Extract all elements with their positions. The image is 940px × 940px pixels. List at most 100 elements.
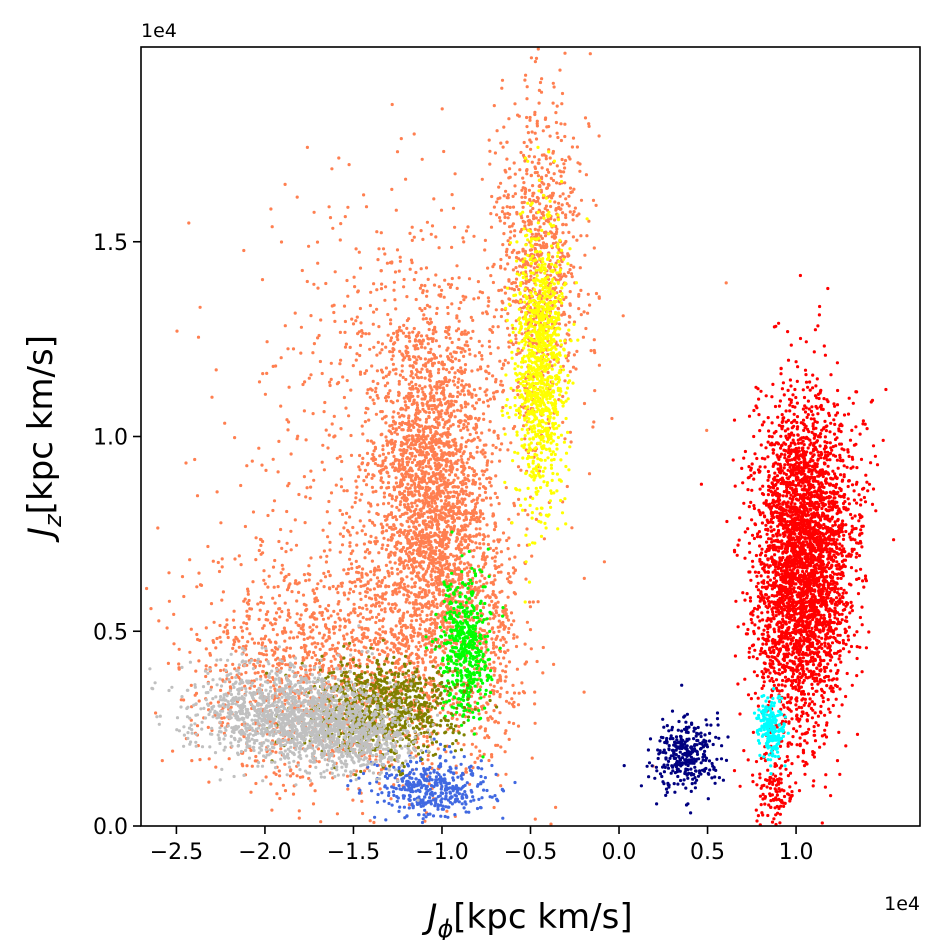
data-point bbox=[461, 489, 466, 493]
data-point bbox=[304, 495, 308, 499]
data-point bbox=[421, 520, 425, 524]
data-point bbox=[456, 390, 460, 394]
data-point bbox=[419, 340, 423, 344]
data-point bbox=[451, 494, 455, 499]
data-point bbox=[380, 546, 384, 551]
data-point bbox=[435, 380, 439, 384]
data-point bbox=[448, 625, 453, 629]
data-point bbox=[435, 605, 439, 610]
data-point bbox=[560, 313, 564, 317]
data-point bbox=[521, 219, 525, 223]
data-point bbox=[370, 642, 374, 647]
data-point bbox=[477, 397, 482, 402]
data-point bbox=[310, 614, 314, 618]
data-point bbox=[397, 508, 401, 512]
data-point bbox=[288, 654, 292, 658]
data-point bbox=[490, 330, 495, 334]
data-point bbox=[426, 758, 430, 762]
data-point bbox=[465, 571, 470, 575]
data-point bbox=[471, 318, 475, 322]
data-point bbox=[392, 527, 396, 531]
data-point bbox=[410, 460, 414, 465]
data-point bbox=[337, 663, 341, 668]
data-point bbox=[411, 551, 415, 556]
data-point bbox=[347, 567, 351, 571]
data-point bbox=[498, 448, 502, 452]
data-point bbox=[425, 368, 429, 372]
data-point bbox=[427, 601, 431, 605]
data-point bbox=[486, 364, 490, 368]
data-point bbox=[395, 518, 399, 522]
data-point bbox=[421, 466, 425, 470]
data-point bbox=[277, 769, 281, 773]
data-point bbox=[308, 664, 312, 668]
data-point bbox=[204, 664, 208, 668]
data-point bbox=[455, 701, 459, 705]
data-point bbox=[295, 582, 299, 586]
data-point bbox=[271, 653, 275, 657]
data-point bbox=[244, 671, 248, 675]
data-point bbox=[462, 370, 467, 374]
data-point bbox=[251, 580, 255, 584]
data-point bbox=[533, 171, 537, 175]
data-point bbox=[501, 206, 505, 210]
data-point bbox=[526, 215, 530, 219]
data-point bbox=[274, 750, 278, 754]
data-point bbox=[554, 120, 559, 125]
data-point bbox=[563, 181, 567, 185]
data-point bbox=[467, 479, 471, 483]
data-point bbox=[427, 589, 431, 593]
data-point bbox=[464, 512, 468, 516]
data-point bbox=[412, 709, 416, 713]
data-point bbox=[429, 531, 433, 535]
data-point bbox=[408, 601, 412, 605]
data-point bbox=[383, 610, 387, 614]
data-point bbox=[154, 711, 158, 715]
data-point bbox=[529, 209, 533, 213]
data-point bbox=[456, 380, 460, 384]
data-point bbox=[415, 401, 419, 405]
data-point bbox=[513, 102, 517, 106]
data-point bbox=[398, 349, 402, 353]
data-point bbox=[462, 567, 466, 571]
data-point bbox=[575, 145, 580, 149]
data-point bbox=[304, 608, 308, 613]
data-point bbox=[363, 420, 367, 424]
data-point bbox=[417, 564, 422, 568]
data-point bbox=[259, 543, 263, 548]
data-point bbox=[488, 480, 492, 484]
data-point bbox=[462, 393, 466, 397]
data-point bbox=[220, 557, 224, 561]
data-point bbox=[445, 559, 449, 563]
data-point bbox=[288, 615, 292, 619]
data-point bbox=[376, 648, 380, 652]
data-point bbox=[420, 308, 424, 313]
data-point bbox=[438, 530, 442, 534]
data-point bbox=[413, 347, 417, 351]
data-point bbox=[467, 277, 472, 281]
data-point bbox=[263, 582, 267, 586]
data-point bbox=[459, 464, 463, 469]
data-point bbox=[386, 481, 391, 485]
data-point bbox=[368, 395, 372, 399]
data-point bbox=[446, 435, 450, 439]
data-point bbox=[379, 486, 383, 490]
data-point bbox=[442, 444, 446, 448]
data-point bbox=[492, 539, 496, 543]
data-point bbox=[399, 625, 404, 629]
data-point bbox=[332, 654, 336, 658]
data-point bbox=[431, 599, 435, 603]
data-point bbox=[516, 385, 520, 389]
data-point bbox=[508, 205, 512, 209]
data-point bbox=[420, 157, 424, 161]
data-point bbox=[262, 759, 266, 763]
data-point bbox=[451, 206, 456, 210]
data-point bbox=[470, 492, 474, 496]
data-point bbox=[475, 445, 479, 449]
data-point bbox=[245, 764, 249, 768]
data-point bbox=[219, 640, 223, 644]
data-point bbox=[368, 638, 372, 643]
data-point bbox=[438, 563, 442, 567]
data-point bbox=[434, 430, 438, 434]
data-point bbox=[457, 505, 462, 509]
